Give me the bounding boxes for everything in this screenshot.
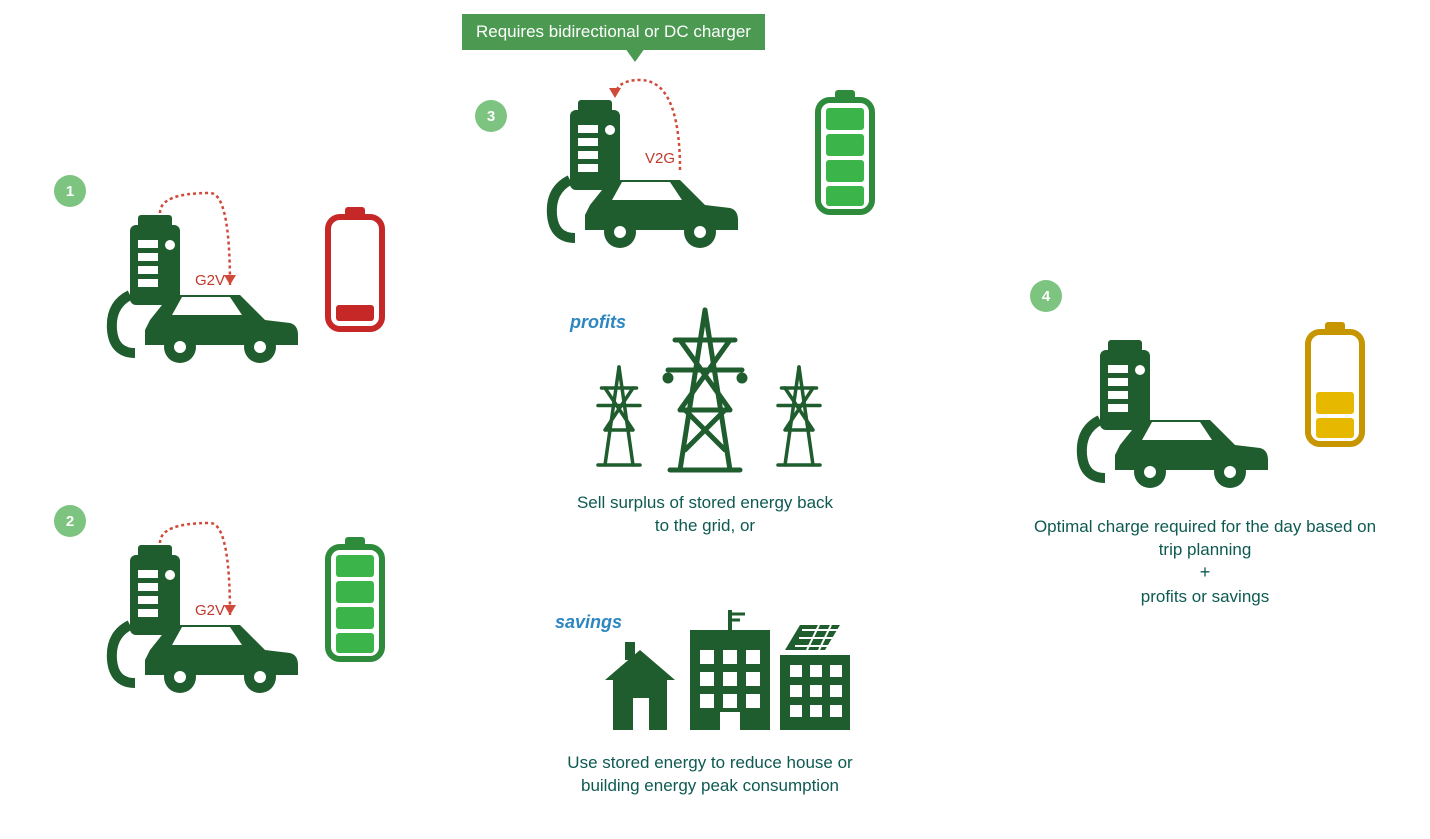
- badge-1-num: 1: [66, 183, 74, 200]
- badge-1: 1: [54, 175, 86, 207]
- right-plus: +: [1020, 562, 1390, 583]
- battery-2: [320, 535, 390, 665]
- label-g2v-1: G2V: [195, 272, 225, 289]
- callout-text: Requires bidirectional or DC charger: [476, 22, 751, 41]
- profits-text: Sell surplus of stored energy back to th…: [570, 492, 840, 538]
- badge-2: 2: [54, 505, 86, 537]
- right-text-1: Optimal charge required for the day base…: [1020, 516, 1390, 562]
- panel-1: 1 G2V: [50, 165, 410, 395]
- power-towers: [560, 300, 850, 485]
- battery-1: [320, 205, 390, 335]
- panel-4: 4 Optimal charge required for the day ba…: [1020, 270, 1400, 630]
- panel-3: 3 V2G: [475, 70, 915, 270]
- badge-2-num: 2: [66, 513, 74, 530]
- savings-text: Use stored energy to reduce house or bui…: [545, 752, 875, 798]
- buildings: [555, 600, 875, 750]
- charger-car-4: [1060, 310, 1280, 500]
- battery-4: [1300, 320, 1370, 450]
- battery-3: [810, 88, 880, 218]
- badge-3: 3: [475, 100, 507, 132]
- callout-arrow: [625, 48, 645, 62]
- label-g2v-2: G2V: [195, 602, 225, 619]
- callout-box: Requires bidirectional or DC charger: [462, 14, 765, 50]
- panel-2: 2 G2V: [50, 495, 410, 725]
- badge-4: 4: [1030, 280, 1062, 312]
- label-v2g: V2G: [645, 150, 675, 167]
- badge-4-num: 4: [1042, 288, 1050, 305]
- badge-3-num: 3: [487, 108, 495, 125]
- right-text-2: profits or savings: [1020, 586, 1390, 609]
